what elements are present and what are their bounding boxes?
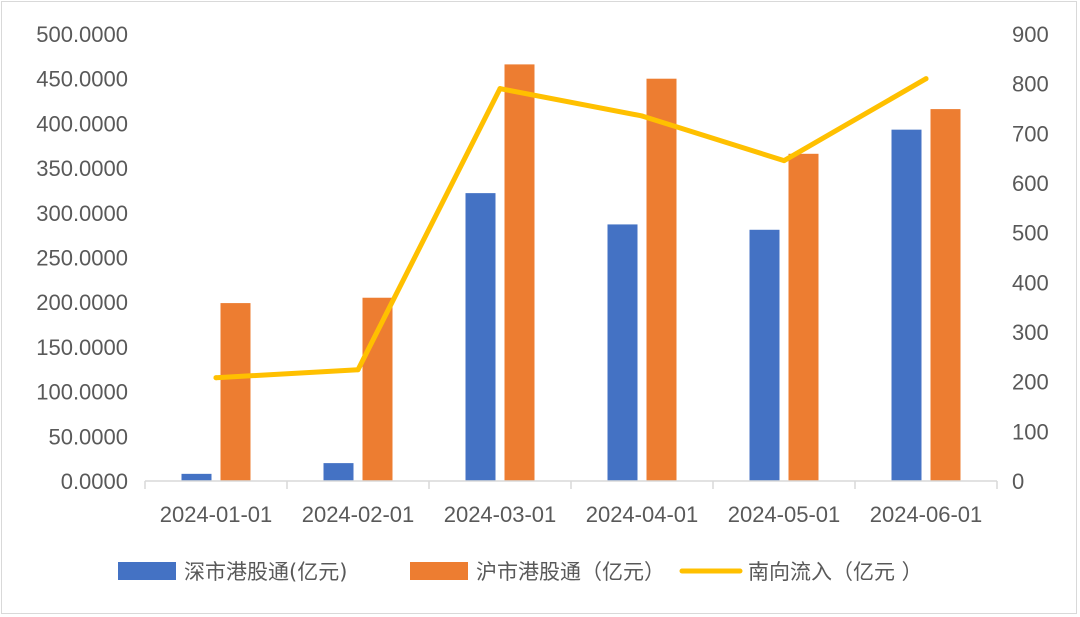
left-axis-tick-label: 400.0000 (36, 111, 128, 136)
x-axis-tick-label: 2024-01-01 (160, 502, 273, 527)
line-point (639, 113, 645, 119)
right-axis-tick-label: 700 (1012, 121, 1049, 146)
right-axis-tick-label: 200 (1012, 370, 1049, 395)
line-point (781, 158, 787, 164)
right-axis-tick-label: 400 (1012, 270, 1049, 295)
x-axis-tick-label: 2024-03-01 (444, 502, 557, 527)
bar-series-1 (220, 303, 251, 481)
x-axis-tick-label: 2024-05-01 (728, 502, 841, 527)
bar-series-0 (607, 224, 638, 481)
bars (181, 64, 961, 481)
legend-item: 沪市港股通（亿元） (410, 560, 665, 584)
legend-label: 深市港股通(亿元) (184, 560, 347, 584)
line-point (497, 86, 503, 92)
x-axis-tick-label: 2024-04-01 (586, 502, 699, 527)
left-axis-tick-label: 300.0000 (36, 201, 128, 226)
right-axis-ticks: 0 100 200 300 400 500 600 700 800 900 (1012, 22, 1049, 494)
left-axis-tick-label: 150.0000 (36, 335, 128, 360)
x-axis-tick-label: 2024-06-01 (870, 502, 983, 527)
bar-series-1 (504, 64, 535, 481)
right-axis-tick-label: 900 (1012, 22, 1049, 47)
left-axis-tick-label: 250.0000 (36, 246, 128, 271)
line-series-2 (213, 76, 929, 381)
left-axis-tick-label: 450.0000 (36, 67, 128, 92)
bar-series-1 (930, 109, 961, 481)
right-axis-tick-label: 300 (1012, 320, 1049, 345)
bar-series-0 (465, 193, 496, 481)
x-axis (144, 480, 998, 489)
x-axis-ticks: 2024-01-01 2024-02-01 2024-03-01 2024-04-01… (160, 502, 983, 527)
right-axis-tick-label: 600 (1012, 171, 1049, 196)
line-point (213, 375, 219, 381)
bar-series-1 (362, 297, 393, 481)
legend-label: 沪市港股通（亿元） (476, 560, 665, 584)
left-axis-tick-label: 500.0000 (36, 22, 128, 47)
left-axis-ticks: 0.0000 50.0000 100.0000 150.0000 200.0000 250… (36, 22, 128, 494)
legend: 深市港股通(亿元) 沪市港股通（亿元） 南向流入（亿元 ） (118, 560, 923, 584)
bar-series-0 (323, 463, 354, 481)
legend-label: 南向流入（亿元 ） (748, 560, 923, 584)
bar-series-1 (646, 78, 677, 481)
right-axis-tick-label: 0 (1012, 469, 1024, 494)
bar-series-0 (749, 229, 780, 481)
right-axis-tick-label: 800 (1012, 72, 1049, 97)
line-point (923, 76, 929, 82)
bar-series-1 (788, 153, 819, 481)
legend-item: 南向流入（亿元 ） (679, 560, 923, 584)
legend-swatch (118, 562, 176, 580)
line-point (355, 367, 361, 373)
line-series (213, 76, 929, 381)
bar-series-0 (181, 473, 212, 481)
bar-series-0 (891, 129, 922, 481)
left-axis-tick-label: 100.0000 (36, 380, 128, 405)
right-axis-tick-label: 100 (1012, 419, 1049, 444)
left-axis-tick-label: 200.0000 (36, 290, 128, 315)
x-axis-tick-label: 2024-02-01 (302, 502, 415, 527)
legend-item: 深市港股通(亿元) (118, 560, 347, 584)
legend-swatch (410, 562, 468, 580)
left-axis-tick-label: 350.0000 (36, 156, 128, 181)
right-axis-tick-label: 500 (1012, 221, 1049, 246)
left-axis-tick-label: 50.0000 (48, 424, 128, 449)
left-axis-tick-label: 0.0000 (61, 469, 128, 494)
